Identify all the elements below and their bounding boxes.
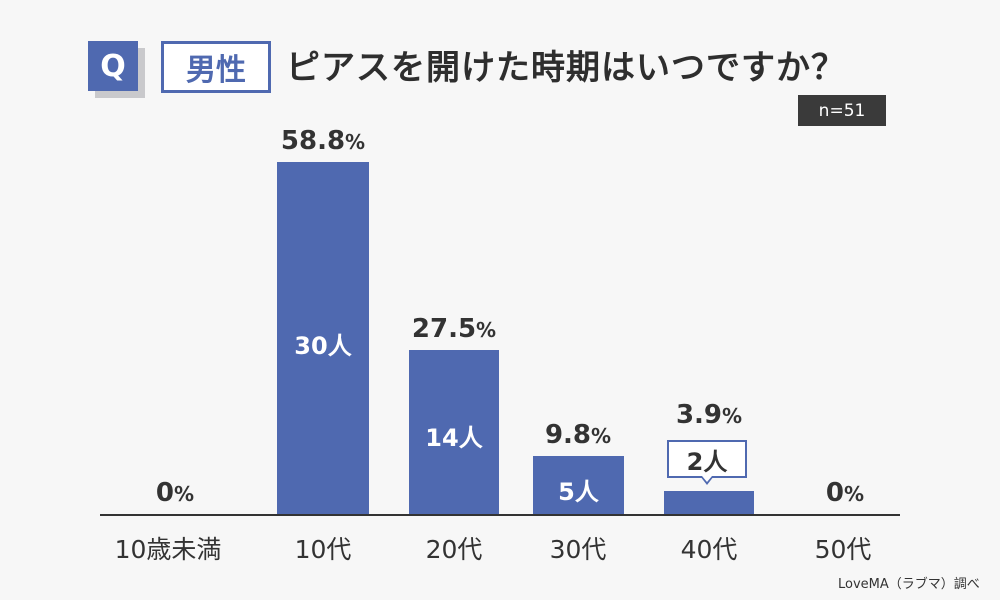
percent-label-30s: 9.8% <box>544 420 612 450</box>
question-q-badge: Q <box>88 41 138 91</box>
bar-10s: 30人 <box>277 162 369 515</box>
bar-30s: 5人 <box>533 456 624 515</box>
count-label-20s: 14人 <box>425 424 483 452</box>
count-label-30s: 5人 <box>558 478 599 506</box>
category-label-10s: 10代 <box>294 535 352 564</box>
sample-size-badge: n=51 <box>798 95 886 126</box>
callout-tail-inner <box>702 476 712 482</box>
gender-label: 男性 <box>186 53 246 88</box>
percent-label-40s: 3.9% <box>675 400 743 430</box>
percent-label-under10: 0% <box>155 478 195 508</box>
category-label-20s: 20代 <box>425 535 483 564</box>
percent-label-10s: 58.8% <box>280 126 366 156</box>
source-credit: LoveMA（ラブマ）調べ <box>838 577 980 592</box>
category-label-50s: 50代 <box>814 535 872 564</box>
count-callout-40s: 2人 <box>667 440 747 478</box>
category-label-40s: 40代 <box>680 535 738 564</box>
bar-20s: 14人 <box>409 350 499 515</box>
bar-40s <box>664 491 754 515</box>
category-label-under10: 10歳未満 <box>114 535 222 564</box>
gender-badge: 男性 <box>161 41 271 93</box>
category-label-30s: 30代 <box>549 535 607 564</box>
page-title: ピアスを開けた時期はいつですか？ <box>286 48 846 88</box>
sample-size-label: n=51 <box>818 100 866 121</box>
q-label: Q <box>100 48 126 84</box>
x-axis-line <box>100 514 900 516</box>
count-label-40s: 2人 <box>686 447 728 476</box>
count-label-10s: 30人 <box>294 332 352 360</box>
percent-label-20s: 27.5% <box>411 314 497 344</box>
percent-label-50s: 0% <box>825 478 865 508</box>
